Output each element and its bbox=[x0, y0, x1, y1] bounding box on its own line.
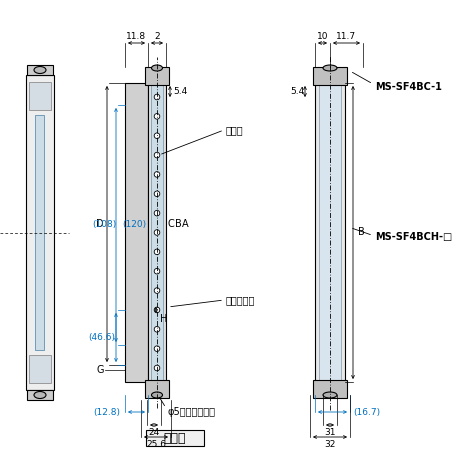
Bar bbox=[314, 83, 344, 382]
Text: 5.4: 5.4 bbox=[173, 87, 187, 96]
Text: C: C bbox=[168, 220, 174, 230]
Text: 10: 10 bbox=[316, 32, 328, 41]
Bar bbox=[318, 83, 340, 382]
Bar bbox=[145, 67, 168, 85]
Text: MS-SF4BCH-□: MS-SF4BCH-□ bbox=[374, 233, 451, 243]
Ellipse shape bbox=[151, 392, 162, 398]
Text: D: D bbox=[96, 219, 104, 229]
Ellipse shape bbox=[34, 392, 46, 399]
Bar bbox=[27, 65, 53, 75]
Circle shape bbox=[154, 152, 159, 158]
Text: G: G bbox=[96, 365, 104, 375]
Text: 31: 31 bbox=[324, 428, 335, 437]
Bar bbox=[312, 67, 346, 85]
Text: (108): (108) bbox=[92, 220, 116, 230]
Text: 2: 2 bbox=[154, 32, 159, 41]
Circle shape bbox=[154, 210, 159, 216]
Text: MS-SF4BC-1: MS-SF4BC-1 bbox=[374, 82, 441, 92]
Text: B: B bbox=[174, 220, 181, 230]
Bar bbox=[29, 355, 51, 383]
Ellipse shape bbox=[34, 67, 46, 73]
Bar bbox=[27, 390, 53, 400]
Circle shape bbox=[154, 191, 159, 197]
Circle shape bbox=[154, 268, 159, 274]
Text: (120): (120) bbox=[122, 220, 146, 229]
Circle shape bbox=[154, 346, 159, 351]
Circle shape bbox=[154, 307, 159, 313]
Text: 光軸ピッチ: 光軸ピッチ bbox=[225, 295, 255, 305]
Ellipse shape bbox=[322, 392, 336, 398]
Text: 24: 24 bbox=[148, 428, 159, 437]
Text: H: H bbox=[160, 314, 167, 324]
Circle shape bbox=[154, 113, 159, 119]
Text: 11.7: 11.7 bbox=[336, 32, 356, 41]
Bar bbox=[145, 380, 168, 398]
Bar bbox=[35, 115, 44, 350]
Text: (16.7): (16.7) bbox=[352, 408, 379, 417]
Circle shape bbox=[154, 171, 159, 177]
Text: (12.8): (12.8) bbox=[93, 408, 120, 417]
Circle shape bbox=[154, 94, 159, 100]
Ellipse shape bbox=[151, 65, 162, 71]
Circle shape bbox=[154, 133, 159, 139]
Bar bbox=[146, 430, 203, 446]
Circle shape bbox=[154, 288, 159, 293]
Bar bbox=[151, 83, 162, 382]
Circle shape bbox=[154, 230, 159, 235]
Text: 投光器: 投光器 bbox=[163, 432, 186, 445]
Bar bbox=[148, 83, 166, 382]
Ellipse shape bbox=[322, 65, 336, 71]
Text: φ5灰色ケーブル: φ5灰色ケーブル bbox=[168, 407, 216, 417]
Text: (46.6): (46.6) bbox=[88, 333, 115, 342]
Circle shape bbox=[154, 365, 159, 371]
Text: A: A bbox=[182, 220, 188, 230]
Text: 32: 32 bbox=[324, 440, 335, 449]
Text: 25.6: 25.6 bbox=[146, 440, 166, 449]
Circle shape bbox=[154, 327, 159, 332]
Text: 5.4: 5.4 bbox=[289, 87, 303, 96]
Text: 検出幅: 検出幅 bbox=[225, 125, 243, 135]
Bar bbox=[312, 380, 346, 398]
Text: 11.8: 11.8 bbox=[126, 32, 146, 41]
Bar bbox=[29, 82, 51, 110]
Circle shape bbox=[154, 249, 159, 255]
Bar bbox=[26, 75, 54, 390]
Text: B: B bbox=[357, 228, 364, 238]
Bar bbox=[125, 83, 148, 382]
